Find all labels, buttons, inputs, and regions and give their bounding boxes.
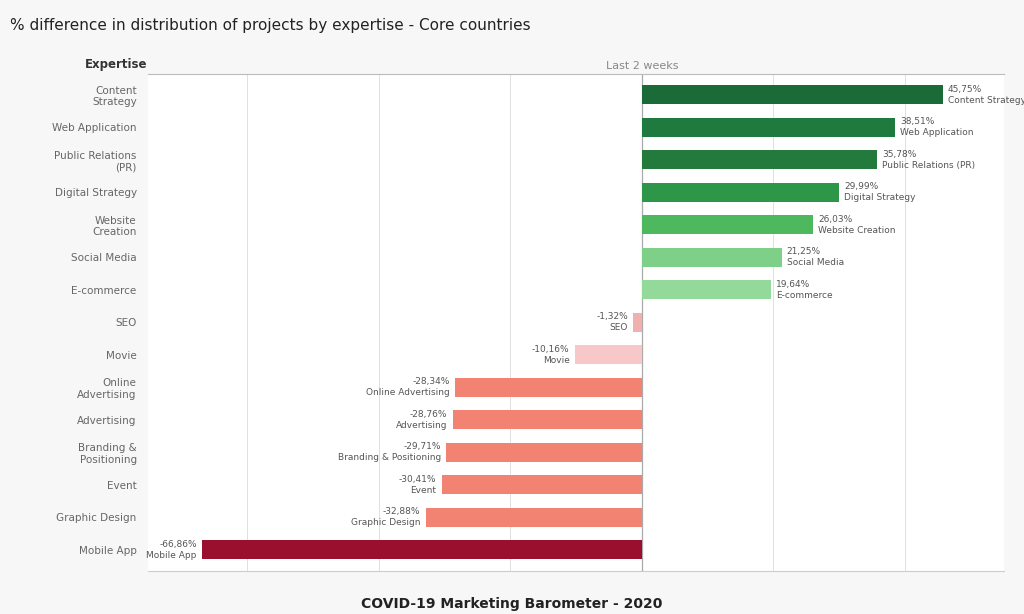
Bar: [642, 183, 839, 202]
Bar: [453, 410, 642, 429]
Text: 35,78%
Public Relations (PR): 35,78% Public Relations (PR): [883, 150, 976, 170]
Bar: [642, 150, 878, 169]
Text: -28,76%
Advertising: -28,76% Advertising: [396, 410, 447, 430]
Text: 29,99%
Digital Strategy: 29,99% Digital Strategy: [844, 182, 915, 203]
Text: -29,71%
Branding & Positioning: -29,71% Branding & Positioning: [338, 442, 441, 462]
Bar: [574, 346, 642, 364]
Bar: [441, 475, 642, 494]
Text: Expertise: Expertise: [85, 58, 147, 71]
Text: 26,03%
Website Creation: 26,03% Website Creation: [818, 215, 896, 235]
Text: 21,25%
Social Media: 21,25% Social Media: [786, 247, 844, 267]
Text: 45,75%
Content Strategy: 45,75% Content Strategy: [948, 85, 1024, 105]
Text: -10,16%
Movie: -10,16% Movie: [532, 345, 569, 365]
Bar: [642, 281, 771, 299]
Text: Last 2 weeks: Last 2 weeks: [605, 61, 678, 71]
Bar: [633, 313, 642, 332]
Text: 19,64%
E-commerce: 19,64% E-commerce: [776, 280, 833, 300]
Bar: [426, 508, 642, 527]
Text: -30,41%
Event: -30,41% Event: [399, 475, 436, 495]
Bar: [642, 216, 813, 235]
Bar: [642, 85, 943, 104]
Text: COVID-19 Marketing Barometer - 2020: COVID-19 Marketing Barometer - 2020: [361, 597, 663, 611]
Bar: [642, 248, 781, 266]
Bar: [446, 443, 642, 462]
Bar: [456, 378, 642, 397]
Bar: [202, 540, 642, 559]
Text: -66,86%
Mobile App: -66,86% Mobile App: [146, 540, 197, 560]
Text: -28,34%
Online Advertising: -28,34% Online Advertising: [367, 378, 451, 397]
Text: -1,32%
SEO: -1,32% SEO: [596, 313, 628, 332]
Text: % difference in distribution of projects by expertise - Core countries: % difference in distribution of projects…: [10, 18, 530, 33]
Bar: [642, 118, 895, 137]
Text: 38,51%
Web Application: 38,51% Web Application: [900, 117, 974, 138]
Text: -32,88%
Graphic Design: -32,88% Graphic Design: [351, 507, 420, 527]
